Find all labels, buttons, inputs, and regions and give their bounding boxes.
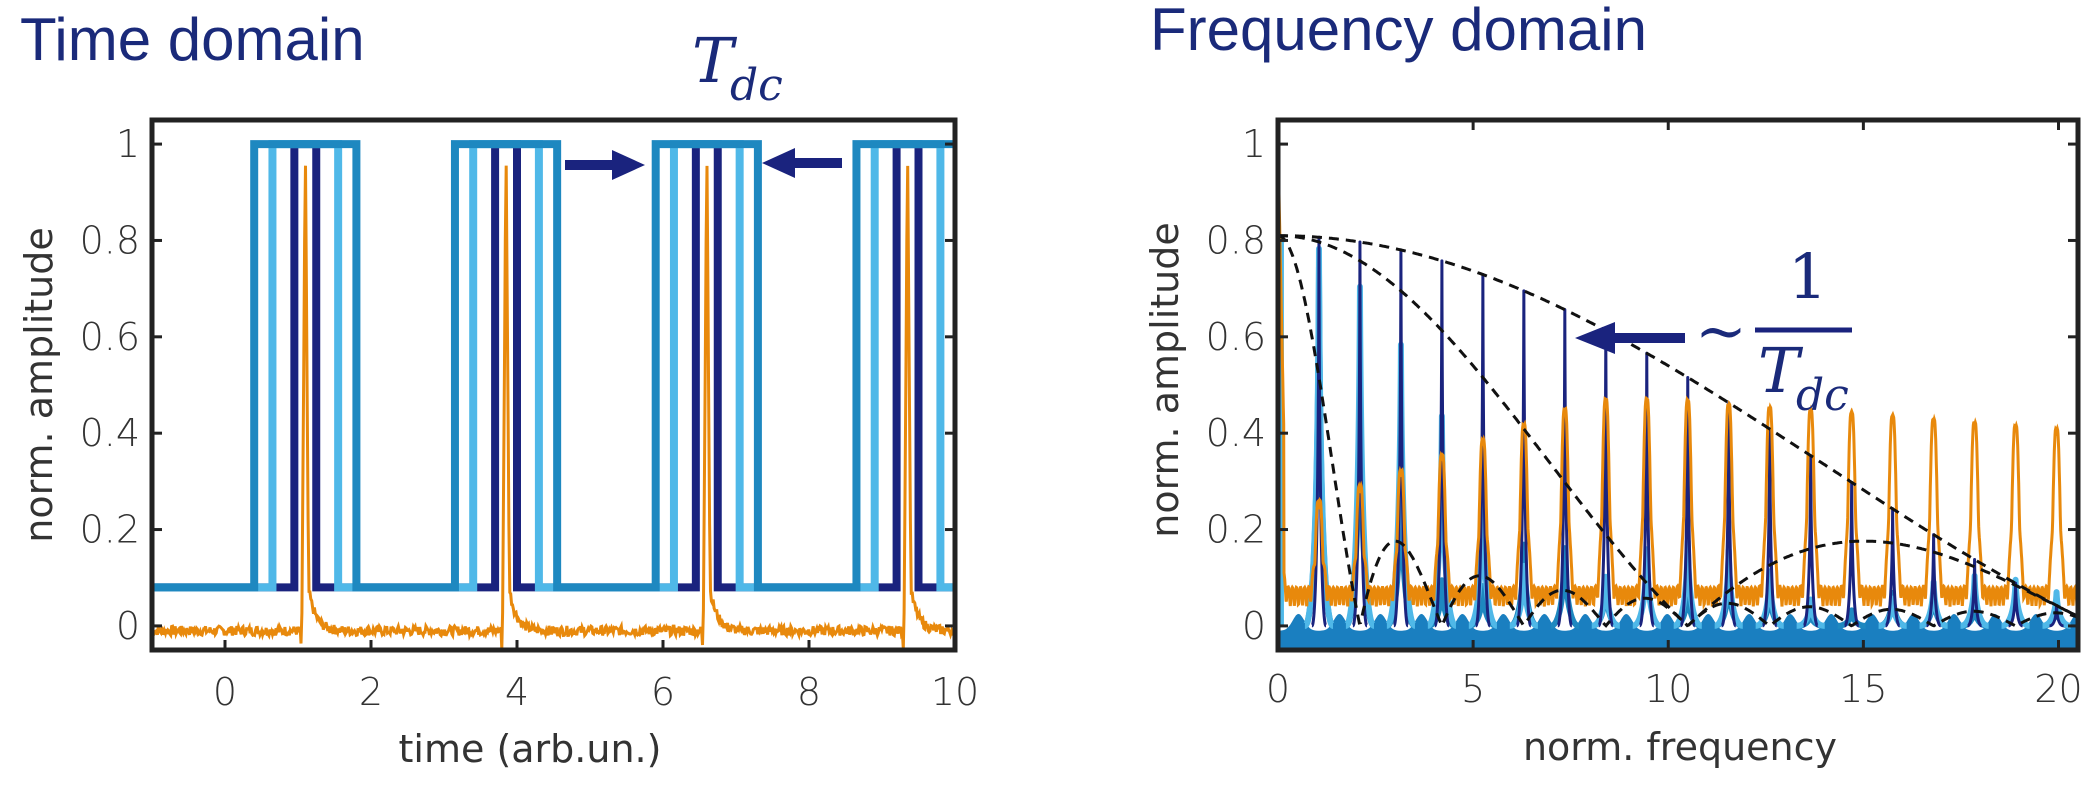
bandwidth-arrow xyxy=(1575,322,1685,354)
x-tick-label: 15 xyxy=(1839,667,1887,711)
frequency-domain-ticks: 0 5 10 15 20 0 0.2 0.4 0.6 0.8 1 xyxy=(1206,120,2083,711)
x-tick-label: 5 xyxy=(1461,667,1485,711)
time-domain-title: Time domain xyxy=(20,6,365,73)
time-domain-ticks: 0 2 4 6 8 10 0 0.2 0.4 0.6 0.8 1 xyxy=(80,122,980,714)
approx-symbol: ~ xyxy=(1695,294,1747,367)
period-arrow-left xyxy=(762,148,842,178)
y-tick-label: 0.8 xyxy=(1206,218,1266,262)
x-tick-label: 2 xyxy=(359,670,383,714)
y-tick-label: 0 xyxy=(116,604,140,648)
time-domain-panel: Time domain 0 2 4 6 8 10 0 0.2 0.4 0.6 0.8 1 time (… xyxy=(17,6,979,771)
x-tick-label: 6 xyxy=(651,670,675,714)
time-domain-plot-area xyxy=(152,140,955,650)
y-tick-label: 0 xyxy=(1242,604,1266,648)
time-domain-xlabel: time (arb.un.) xyxy=(399,727,662,771)
frequency-domain-title: Frequency domain xyxy=(1150,0,1647,63)
y-tick-label: 0.2 xyxy=(80,508,140,552)
y-tick-label: 0.8 xyxy=(80,218,140,262)
period-subscript: dc xyxy=(730,60,783,111)
time-domain-axes-frame xyxy=(149,117,958,653)
x-tick-label: 0 xyxy=(213,670,237,714)
y-tick-label: 0.6 xyxy=(80,315,140,359)
period-arrow-right xyxy=(565,150,645,180)
frequency-domain-xlabel: norm. frequency xyxy=(1523,725,1837,769)
bandwidth-numerator: 1 xyxy=(1788,240,1827,313)
x-tick-label: 10 xyxy=(1644,667,1692,711)
y-tick-label: 0.4 xyxy=(1206,411,1266,455)
bandwidth-annotation: ~ 1 T dc xyxy=(1695,240,1852,421)
sinc-envelope xyxy=(1278,234,2078,618)
spectrum-base-fill xyxy=(1278,613,2078,650)
spectrum-trace-orange xyxy=(1278,144,2078,611)
frequency-domain-ylabel: norm. amplitude xyxy=(1143,222,1187,538)
x-tick-label: 0 xyxy=(1266,667,1290,711)
frequency-domain-axes-frame xyxy=(1275,117,2081,653)
sinc-envelope xyxy=(1278,234,2078,630)
y-tick-label: 0.4 xyxy=(80,411,140,455)
y-tick-label: 0.6 xyxy=(1206,315,1266,359)
period-annotation: T dc xyxy=(692,24,783,111)
y-tick-label: 0.2 xyxy=(1206,508,1266,552)
signal-trace-orange xyxy=(152,165,955,650)
pulse-train-mid_blue xyxy=(152,140,955,592)
x-tick-label: 8 xyxy=(797,670,821,714)
x-tick-label: 4 xyxy=(505,670,529,714)
bandwidth-denominator-subscript: dc xyxy=(1796,370,1849,421)
time-domain-ylabel: norm. amplitude xyxy=(17,227,61,543)
frequency-domain-panel: Frequency domain 0 5 10 15 2000.20.40.60.81 … xyxy=(1143,0,2083,769)
x-tick-label: 20 xyxy=(2034,667,2082,711)
y-tick-label: 1 xyxy=(116,122,140,166)
bandwidth-denominator-symbol: T xyxy=(1758,334,1804,407)
x-tick-label: 10 xyxy=(931,670,979,714)
frequency-domain-plot-area xyxy=(1278,144,2078,650)
period-symbol: T xyxy=(692,24,738,97)
y-tick-label: 1 xyxy=(1242,122,1266,166)
